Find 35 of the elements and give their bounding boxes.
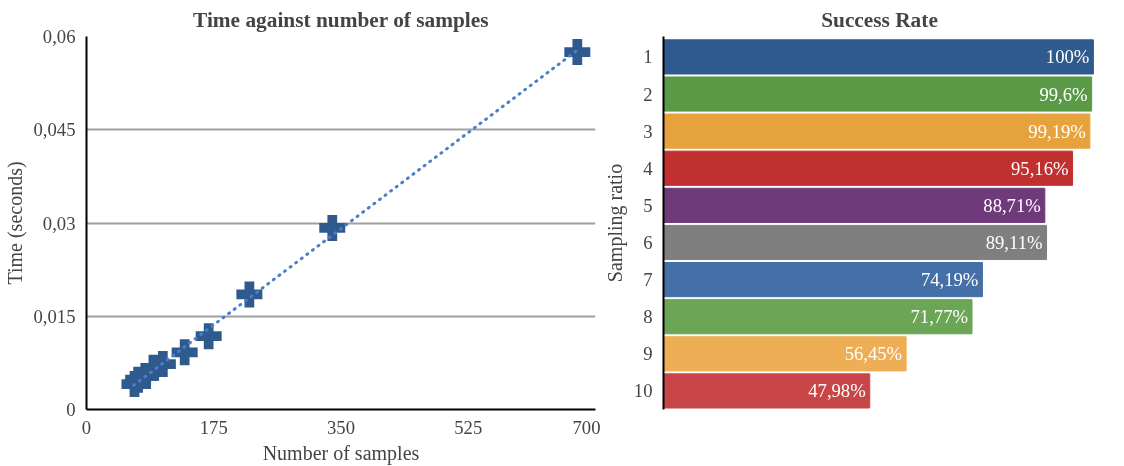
data-label: 99,6% (1039, 83, 1088, 105)
y-tick-label: 5 (643, 194, 653, 216)
data-label: 74,19% (920, 269, 979, 291)
y-tick-label: 8 (643, 306, 653, 328)
y-tick-label: 9 (643, 343, 653, 365)
y-axis-title: Time (seconds) (3, 161, 27, 285)
x-tick-label: 525 (454, 416, 483, 438)
y-tick-label: 6 (643, 231, 653, 253)
y-tick-label: 0,015 (33, 305, 76, 327)
y-tick-label: 2 (643, 83, 653, 105)
x-tick-label: 350 (327, 416, 355, 438)
y-tick-label: 3 (643, 120, 653, 142)
y-tick-label: 10 (633, 380, 653, 402)
data-label: 56,45% (844, 343, 903, 365)
y-tick-label: 0,045 (33, 119, 76, 141)
data-label: 71,77% (910, 306, 969, 328)
x-tick-label: 175 (199, 416, 228, 438)
data-label: 89,11% (985, 231, 1043, 253)
y-tick-label: 4 (643, 157, 654, 179)
data-label: 95,16% (1011, 157, 1069, 179)
chart-title: Time against number of samples (193, 7, 489, 32)
x-tick-label: 0 (81, 416, 92, 438)
y-tick-label: 0,03 (42, 212, 76, 234)
data-label: 100% (1045, 46, 1090, 68)
data-label: 47,98% (808, 380, 866, 402)
data-label: 88,71% (983, 194, 1041, 216)
y-axis-title: Sampling ratio (603, 163, 627, 283)
y-tick-label: 0 (66, 399, 76, 420)
y-tick-label: 7 (643, 269, 653, 291)
chart-title: Success Rate (821, 7, 938, 32)
y-tick-label: 0,06 (42, 26, 76, 47)
data-label: 99,19% (1028, 120, 1086, 142)
y-tick-label: 1 (643, 46, 653, 68)
x-tick-label: 700 (572, 416, 601, 438)
x-axis-title: Number of samples (262, 441, 420, 465)
